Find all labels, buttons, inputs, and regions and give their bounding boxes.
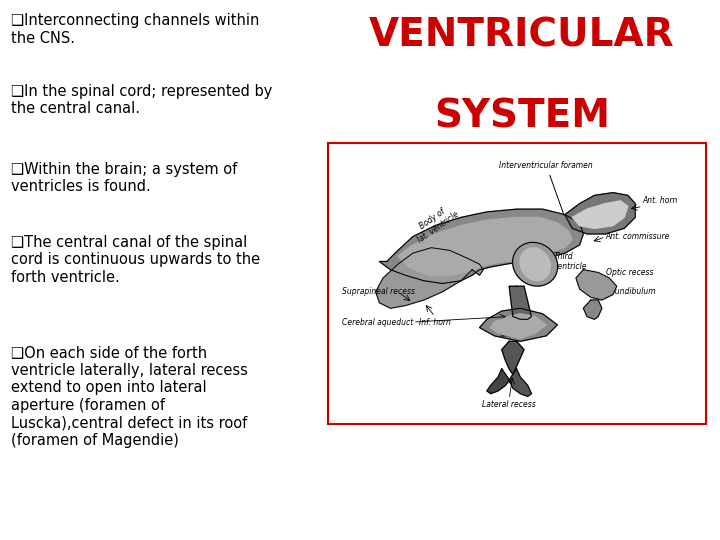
Polygon shape (379, 209, 583, 284)
Polygon shape (490, 314, 546, 339)
Text: Lateral recess: Lateral recess (482, 400, 536, 409)
Polygon shape (576, 270, 617, 300)
Polygon shape (509, 286, 531, 319)
Text: Suprapineal recess: Suprapineal recess (342, 287, 415, 296)
Text: ❑In the spinal cord; represented by
the central canal.: ❑In the spinal cord; represented by the … (11, 84, 272, 116)
Text: Body of
lat. ventricle: Body of lat. ventricle (410, 201, 460, 245)
Polygon shape (487, 369, 509, 394)
Polygon shape (564, 193, 635, 234)
Text: Third
ventricle: Third ventricle (554, 252, 588, 271)
Text: Optic recess: Optic recess (606, 268, 653, 277)
Text: Fourth
ventricle: Fourth ventricle (499, 328, 526, 339)
Text: Infundibulum: Infundibulum (606, 287, 656, 296)
Polygon shape (502, 341, 524, 374)
Text: ❑Within the brain; a system of
ventricles is found.: ❑Within the brain; a system of ventricle… (11, 162, 237, 194)
Text: ❑On each side of the forth
ventricle laterally, lateral recess
extend to open in: ❑On each side of the forth ventricle lat… (11, 346, 248, 448)
Text: SYSTEM: SYSTEM (434, 97, 610, 135)
Ellipse shape (520, 248, 550, 281)
Polygon shape (480, 308, 557, 341)
FancyBboxPatch shape (328, 143, 706, 424)
Text: Interventricular foramen: Interventricular foramen (500, 161, 593, 215)
Text: ❑The central canal of the spinal
cord is continuous upwards to the
forth ventric: ❑The central canal of the spinal cord is… (11, 235, 260, 285)
Text: Ant. commissure: Ant. commissure (606, 232, 670, 241)
Text: ❑Interconnecting channels within
the CNS.: ❑Interconnecting channels within the CNS… (11, 14, 259, 46)
Text: Inf. horn: Inf. horn (419, 318, 451, 327)
Polygon shape (376, 248, 483, 308)
Ellipse shape (513, 242, 558, 286)
Polygon shape (398, 218, 572, 275)
Polygon shape (509, 369, 531, 396)
Polygon shape (583, 300, 602, 319)
Text: Ant. horn: Ant. horn (643, 197, 678, 205)
Text: VENTRICULAR: VENTRICULAR (369, 16, 675, 54)
Polygon shape (572, 201, 628, 228)
Text: Cerebral aqueduct: Cerebral aqueduct (342, 318, 413, 327)
